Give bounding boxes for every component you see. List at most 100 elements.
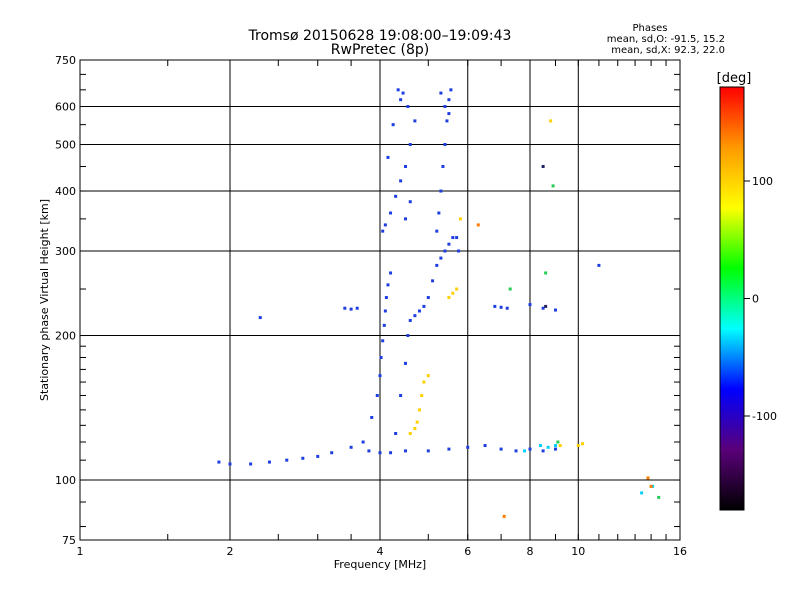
data-point	[544, 271, 548, 275]
axis-ticks: 1 2 4 6 8 10 16 75 100 200 300 400 500 600 750	[55, 54, 687, 558]
data-points	[217, 88, 661, 518]
data-point	[447, 242, 451, 246]
data-point	[649, 484, 653, 488]
data-point	[389, 451, 393, 455]
data-point	[361, 440, 365, 444]
data-point	[389, 211, 393, 215]
data-point	[455, 236, 459, 240]
data-point	[378, 374, 382, 378]
data-point	[422, 380, 426, 384]
data-point	[426, 449, 430, 453]
data-point	[502, 514, 506, 518]
data-point	[417, 309, 421, 313]
data-point	[451, 236, 455, 240]
data-point	[447, 98, 451, 102]
colorbar-tick-label: 0	[752, 293, 759, 306]
data-point	[651, 484, 655, 488]
data-point	[403, 217, 407, 221]
data-point	[646, 476, 650, 480]
data-point	[541, 306, 545, 310]
data-point	[381, 229, 385, 233]
data-point	[403, 361, 407, 365]
data-point	[249, 462, 253, 466]
data-point	[499, 447, 503, 451]
data-point	[551, 184, 555, 188]
y-tick-label: 100	[55, 474, 76, 487]
data-point	[549, 119, 553, 123]
data-point	[384, 296, 388, 300]
y-tick-label: 75	[62, 534, 76, 547]
x-tick-label: 1	[77, 545, 84, 558]
data-point	[330, 451, 334, 455]
data-point	[539, 444, 543, 448]
x-axis-label: Frequency [MHz]	[334, 558, 426, 571]
data-point	[417, 408, 421, 412]
data-point	[399, 98, 403, 102]
data-point	[375, 394, 379, 398]
x-tick-label: 10	[571, 545, 585, 558]
data-point	[426, 374, 430, 378]
data-point	[640, 491, 644, 495]
data-point	[381, 339, 385, 343]
data-point	[439, 91, 443, 95]
data-point	[382, 323, 386, 327]
data-point	[657, 495, 661, 499]
data-point	[415, 420, 419, 424]
data-point	[457, 249, 461, 253]
data-point	[553, 444, 557, 448]
data-point	[499, 305, 503, 309]
data-point	[546, 445, 550, 449]
data-point	[370, 415, 374, 419]
data-point	[228, 462, 232, 466]
data-point	[544, 304, 548, 308]
data-point	[439, 256, 443, 260]
data-point	[378, 451, 382, 455]
data-point	[447, 447, 451, 451]
data-point	[435, 229, 439, 233]
data-point	[355, 306, 359, 310]
data-point	[413, 314, 417, 318]
data-point	[391, 123, 395, 127]
data-point	[426, 296, 430, 300]
data-point	[505, 306, 509, 310]
y-tick-label: 750	[55, 54, 76, 67]
data-point	[383, 309, 387, 313]
phases-title: Phases	[632, 23, 667, 34]
chart-title: Tromsø 20150628 19:08:00–19:09:43	[248, 28, 512, 44]
colorbar	[719, 86, 745, 511]
data-point	[455, 287, 459, 291]
data-point	[258, 316, 262, 320]
data-point	[558, 444, 562, 448]
data-point	[408, 318, 412, 322]
data-point	[408, 200, 412, 204]
data-point	[553, 447, 557, 451]
data-point	[449, 88, 453, 92]
data-point	[508, 287, 512, 291]
phases-o-stats: mean, sd,O: -91.5, 15.2	[607, 34, 725, 45]
y-tick-label: 600	[55, 101, 76, 114]
data-point	[458, 217, 462, 221]
data-point	[394, 194, 398, 198]
data-point	[386, 283, 390, 287]
data-point	[443, 249, 447, 253]
data-point	[443, 105, 447, 109]
data-point	[431, 279, 435, 283]
data-point	[413, 119, 417, 123]
y-axis-label: Stationary phase Virtual Height [km]	[38, 199, 51, 401]
data-point	[422, 304, 426, 308]
data-point	[553, 308, 557, 312]
data-point	[447, 112, 451, 116]
data-point	[435, 263, 439, 267]
chart-subtitle: RwPretec (8p)	[331, 42, 429, 58]
data-point	[379, 355, 383, 359]
data-point	[343, 306, 347, 310]
data-point	[267, 460, 271, 464]
data-point	[439, 189, 443, 193]
x-tick-label: 16	[673, 545, 687, 558]
x-tick-label: 8	[527, 545, 534, 558]
data-point	[389, 271, 393, 275]
data-point	[386, 155, 390, 159]
data-point	[383, 223, 387, 227]
data-point	[394, 432, 398, 436]
data-point	[597, 263, 601, 267]
